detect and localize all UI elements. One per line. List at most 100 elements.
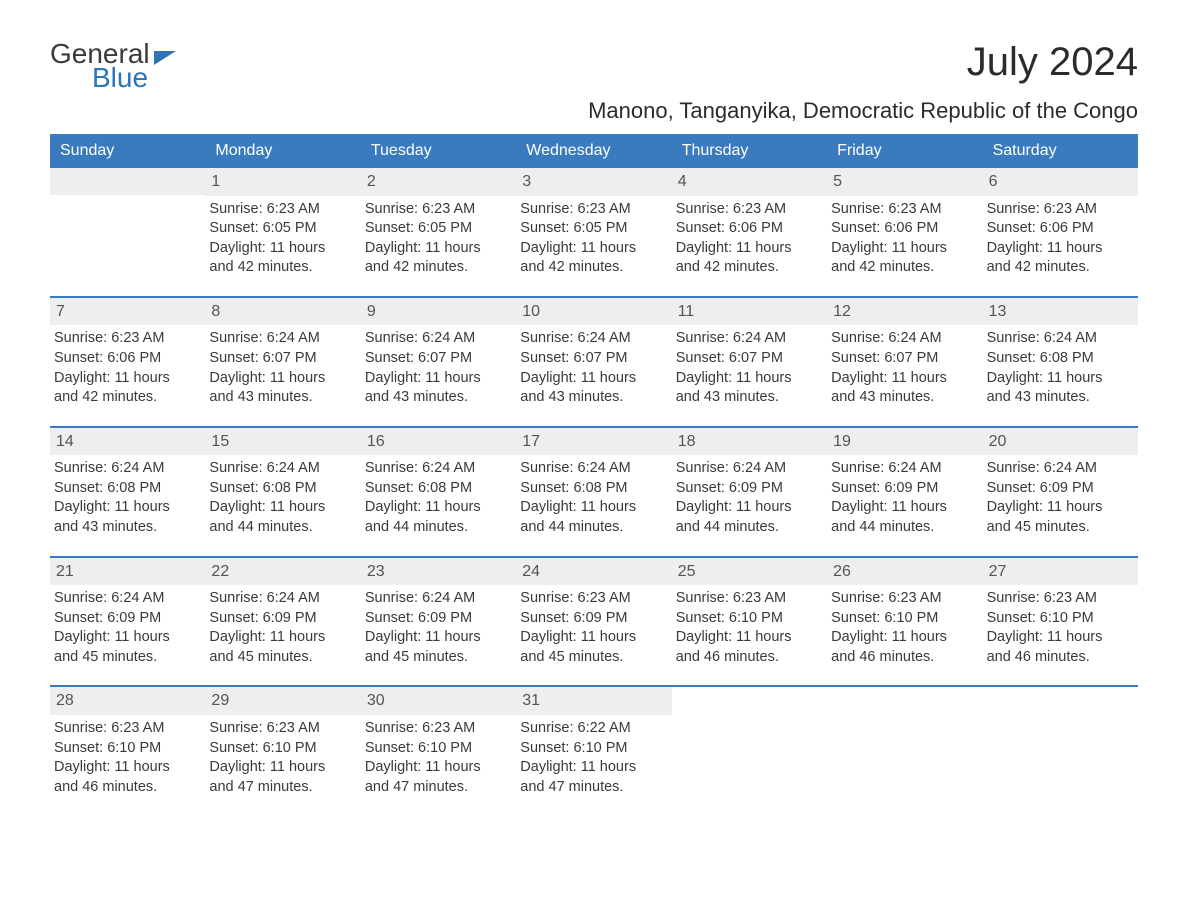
calendar-cell [827, 687, 982, 797]
day-detail-line: and 44 minutes. [676, 518, 819, 538]
day-detail-line: and 43 minutes. [209, 388, 352, 408]
day-number: 8 [205, 298, 360, 326]
calendar-cell: 21Sunrise: 6:24 AMSunset: 6:09 PMDayligh… [50, 558, 205, 668]
day-detail-line: Sunrise: 6:24 AM [209, 459, 352, 479]
day-detail-line: Sunrise: 6:23 AM [676, 589, 819, 609]
day-detail-line: Daylight: 11 hours [54, 369, 197, 389]
day-detail-line: Sunrise: 6:24 AM [365, 459, 508, 479]
day-number: 27 [983, 558, 1138, 586]
day-detail-line: Sunrise: 6:22 AM [520, 719, 663, 739]
day-detail-line: Sunrise: 6:23 AM [987, 200, 1130, 220]
day-detail-line: Sunset: 6:10 PM [831, 609, 974, 629]
calendar-cell: 7 Sunrise: 6:23 AMSunset: 6:06 PMDaylight… [50, 298, 205, 408]
calendar-cell: 9Sunrise: 6:24 AMSunset: 6:07 PMDaylight… [361, 298, 516, 408]
day-detail-line: Sunset: 6:09 PM [987, 479, 1130, 499]
day-detail-line: Sunset: 6:06 PM [987, 219, 1130, 239]
day-detail-line: Sunrise: 6:23 AM [520, 589, 663, 609]
day-number: 25 [672, 558, 827, 586]
day-detail-line: Sunset: 6:06 PM [831, 219, 974, 239]
day-detail-line: Daylight: 11 hours [987, 498, 1130, 518]
day-number: 10 [516, 298, 671, 326]
calendar-cell [672, 687, 827, 797]
day-detail-line: Daylight: 11 hours [987, 628, 1130, 648]
day-detail-line: and 43 minutes. [54, 518, 197, 538]
calendar-cell: 20Sunrise: 6:24 AMSunset: 6:09 PMDayligh… [983, 428, 1138, 538]
day-detail-line: Sunrise: 6:23 AM [54, 329, 197, 349]
day-detail-line: Sunrise: 6:24 AM [54, 459, 197, 479]
day-detail-line: Sunrise: 6:24 AM [209, 589, 352, 609]
day-detail-line: Sunset: 6:08 PM [54, 479, 197, 499]
day-detail-line: and 44 minutes. [520, 518, 663, 538]
day-number: 28 [50, 687, 205, 715]
day-number: 12 [827, 298, 982, 326]
day-number: 1 [205, 168, 360, 196]
day-detail-line: Daylight: 11 hours [365, 498, 508, 518]
day-detail-line: and 43 minutes. [987, 388, 1130, 408]
day-detail-line: Sunset: 6:07 PM [831, 349, 974, 369]
day-detail-line: Sunset: 6:05 PM [209, 219, 352, 239]
calendar-cell: 27Sunrise: 6:23 AMSunset: 6:10 PMDayligh… [983, 558, 1138, 668]
logo-text-bottom: Blue [50, 64, 176, 92]
day-detail-line: and 43 minutes. [365, 388, 508, 408]
day-detail-line: Sunset: 6:08 PM [987, 349, 1130, 369]
day-detail-line: Daylight: 11 hours [209, 239, 352, 259]
calendar-cell: 1 Sunrise: 6:23 AMSunset: 6:05 PMDaylight… [205, 168, 360, 278]
day-detail-line: Sunset: 6:10 PM [520, 739, 663, 759]
day-detail-line: Sunset: 6:09 PM [209, 609, 352, 629]
day-detail-line: Daylight: 11 hours [209, 369, 352, 389]
day-detail-line: Sunset: 6:05 PM [365, 219, 508, 239]
day-detail-line: and 42 minutes. [365, 258, 508, 278]
day-detail-line: Daylight: 11 hours [676, 239, 819, 259]
day-detail-line: Sunset: 6:07 PM [365, 349, 508, 369]
day-detail-line: Sunset: 6:07 PM [676, 349, 819, 369]
day-detail-line: and 47 minutes. [365, 778, 508, 798]
day-of-week-header: Monday [205, 134, 360, 168]
day-detail-line: Sunrise: 6:23 AM [54, 719, 197, 739]
calendar-cell: 19Sunrise: 6:24 AMSunset: 6:09 PMDayligh… [827, 428, 982, 538]
day-detail-line: and 42 minutes. [54, 388, 197, 408]
calendar-cell: 13Sunrise: 6:24 AMSunset: 6:08 PMDayligh… [983, 298, 1138, 408]
day-detail-line: and 44 minutes. [365, 518, 508, 538]
calendar-grid: SundayMondayTuesdayWednesdayThursdayFrid… [50, 134, 1138, 797]
day-number: 22 [205, 558, 360, 586]
day-detail-line: Sunset: 6:08 PM [209, 479, 352, 499]
day-detail-line: Daylight: 11 hours [987, 239, 1130, 259]
day-detail-line: Sunrise: 6:24 AM [520, 329, 663, 349]
day-detail-line: Sunset: 6:10 PM [54, 739, 197, 759]
day-number: 21 [50, 558, 205, 586]
calendar-cell: 14Sunrise: 6:24 AMSunset: 6:08 PMDayligh… [50, 428, 205, 538]
calendar-cell: 28Sunrise: 6:23 AMSunset: 6:10 PMDayligh… [50, 687, 205, 797]
day-number: 26 [827, 558, 982, 586]
day-number: 9 [361, 298, 516, 326]
day-detail-line: Sunset: 6:09 PM [831, 479, 974, 499]
day-number: 13 [983, 298, 1138, 326]
day-detail-line: Sunrise: 6:23 AM [209, 200, 352, 220]
day-number: 14 [50, 428, 205, 456]
calendar-cell: 6Sunrise: 6:23 AMSunset: 6:06 PMDaylight… [983, 168, 1138, 278]
day-detail-line: and 45 minutes. [209, 648, 352, 668]
logo: General Blue [50, 40, 176, 92]
calendar-cell: 5Sunrise: 6:23 AMSunset: 6:06 PMDaylight… [827, 168, 982, 278]
day-detail-line: Daylight: 11 hours [520, 758, 663, 778]
day-number: 4 [672, 168, 827, 196]
day-number: 30 [361, 687, 516, 715]
day-detail-line: Sunset: 6:06 PM [676, 219, 819, 239]
day-detail-line: and 46 minutes. [54, 778, 197, 798]
day-number: 7 [50, 298, 205, 326]
day-detail-line: Daylight: 11 hours [365, 628, 508, 648]
day-detail-line: Sunset: 6:06 PM [54, 349, 197, 369]
day-detail-line: and 42 minutes. [209, 258, 352, 278]
calendar-cell: 26Sunrise: 6:23 AMSunset: 6:10 PMDayligh… [827, 558, 982, 668]
day-detail-line: Sunset: 6:07 PM [209, 349, 352, 369]
day-detail-line: Sunset: 6:07 PM [520, 349, 663, 369]
day-detail-line: and 45 minutes. [520, 648, 663, 668]
day-detail-line: Daylight: 11 hours [520, 369, 663, 389]
calendar-cell: 8Sunrise: 6:24 AMSunset: 6:07 PMDaylight… [205, 298, 360, 408]
calendar-cell: 17Sunrise: 6:24 AMSunset: 6:08 PMDayligh… [516, 428, 671, 538]
day-of-week-header: Tuesday [361, 134, 516, 168]
day-detail-line: Sunset: 6:09 PM [54, 609, 197, 629]
day-number: 3 [516, 168, 671, 196]
day-detail-line: Daylight: 11 hours [520, 239, 663, 259]
day-detail-line: Sunrise: 6:24 AM [987, 329, 1130, 349]
calendar-cell: 30Sunrise: 6:23 AMSunset: 6:10 PMDayligh… [361, 687, 516, 797]
